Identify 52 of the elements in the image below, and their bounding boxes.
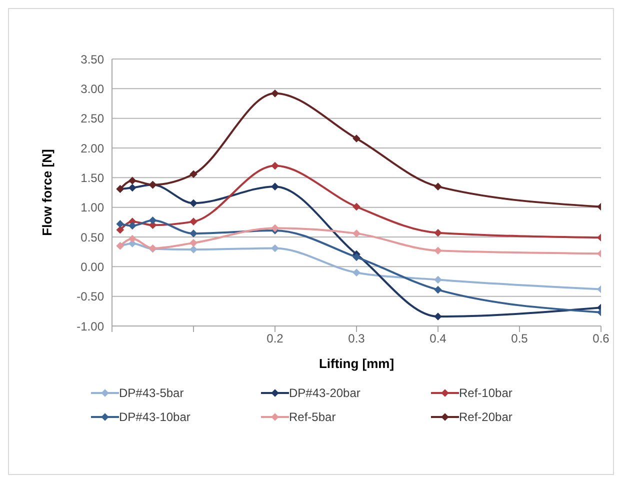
legend-label: DP#43-20bar: [289, 386, 360, 400]
point: [116, 220, 124, 228]
point: [434, 276, 442, 284]
point: [352, 134, 360, 142]
point: [434, 286, 442, 294]
point: [352, 230, 360, 238]
point: [271, 224, 279, 232]
point: [128, 184, 136, 192]
point: [116, 226, 124, 234]
point: [434, 182, 442, 190]
x-axis-title: Lifting [mm]: [318, 356, 394, 371]
point: [271, 182, 279, 190]
y-tick-label: -0.50: [76, 290, 104, 304]
x-tick-label: 0.2: [266, 332, 284, 346]
x-tick-label: 0.3: [348, 332, 366, 346]
x-tick-label: 0.5: [511, 332, 528, 346]
point: [128, 222, 136, 230]
legend-label: DP#43-10bar: [119, 410, 190, 424]
y-tick-label: 1.00: [80, 200, 104, 215]
point: [190, 199, 198, 207]
point: [190, 239, 198, 247]
y-tick-label: 2.50: [80, 112, 104, 126]
legend-label: Ref-10bar: [459, 386, 512, 400]
legend-label: DP#43-5bar: [119, 386, 184, 400]
y-tick-label: 3.50: [80, 52, 104, 66]
y-tick-label: -1.00: [76, 319, 104, 334]
point: [434, 229, 442, 237]
point: [190, 230, 198, 238]
y-tick-label: 0.50: [80, 230, 104, 244]
y-tick-label: 1.50: [80, 170, 104, 185]
point: [352, 253, 360, 261]
point: [271, 90, 279, 98]
point: [271, 244, 279, 252]
point: [352, 203, 360, 210]
x-tick-label: 0.4: [430, 332, 447, 346]
point: [434, 246, 442, 254]
y-tick-label: 2.00: [80, 141, 104, 156]
point: [271, 162, 279, 170]
point: [128, 235, 136, 242]
point: [352, 268, 360, 276]
y-tick-label: 3.00: [80, 82, 104, 96]
point: [128, 176, 136, 184]
legend-label: Ref-20bar: [459, 410, 512, 424]
point: [149, 216, 156, 224]
x-tick-label: 0.6: [592, 332, 610, 346]
point: [190, 246, 198, 254]
legend-label: Ref-5bar: [289, 410, 336, 424]
y-tick-label: 0.00: [80, 260, 104, 274]
point: [190, 218, 198, 226]
point: [190, 170, 198, 178]
point: [434, 312, 442, 320]
y-axis-title: Flow force [N]: [40, 149, 55, 236]
